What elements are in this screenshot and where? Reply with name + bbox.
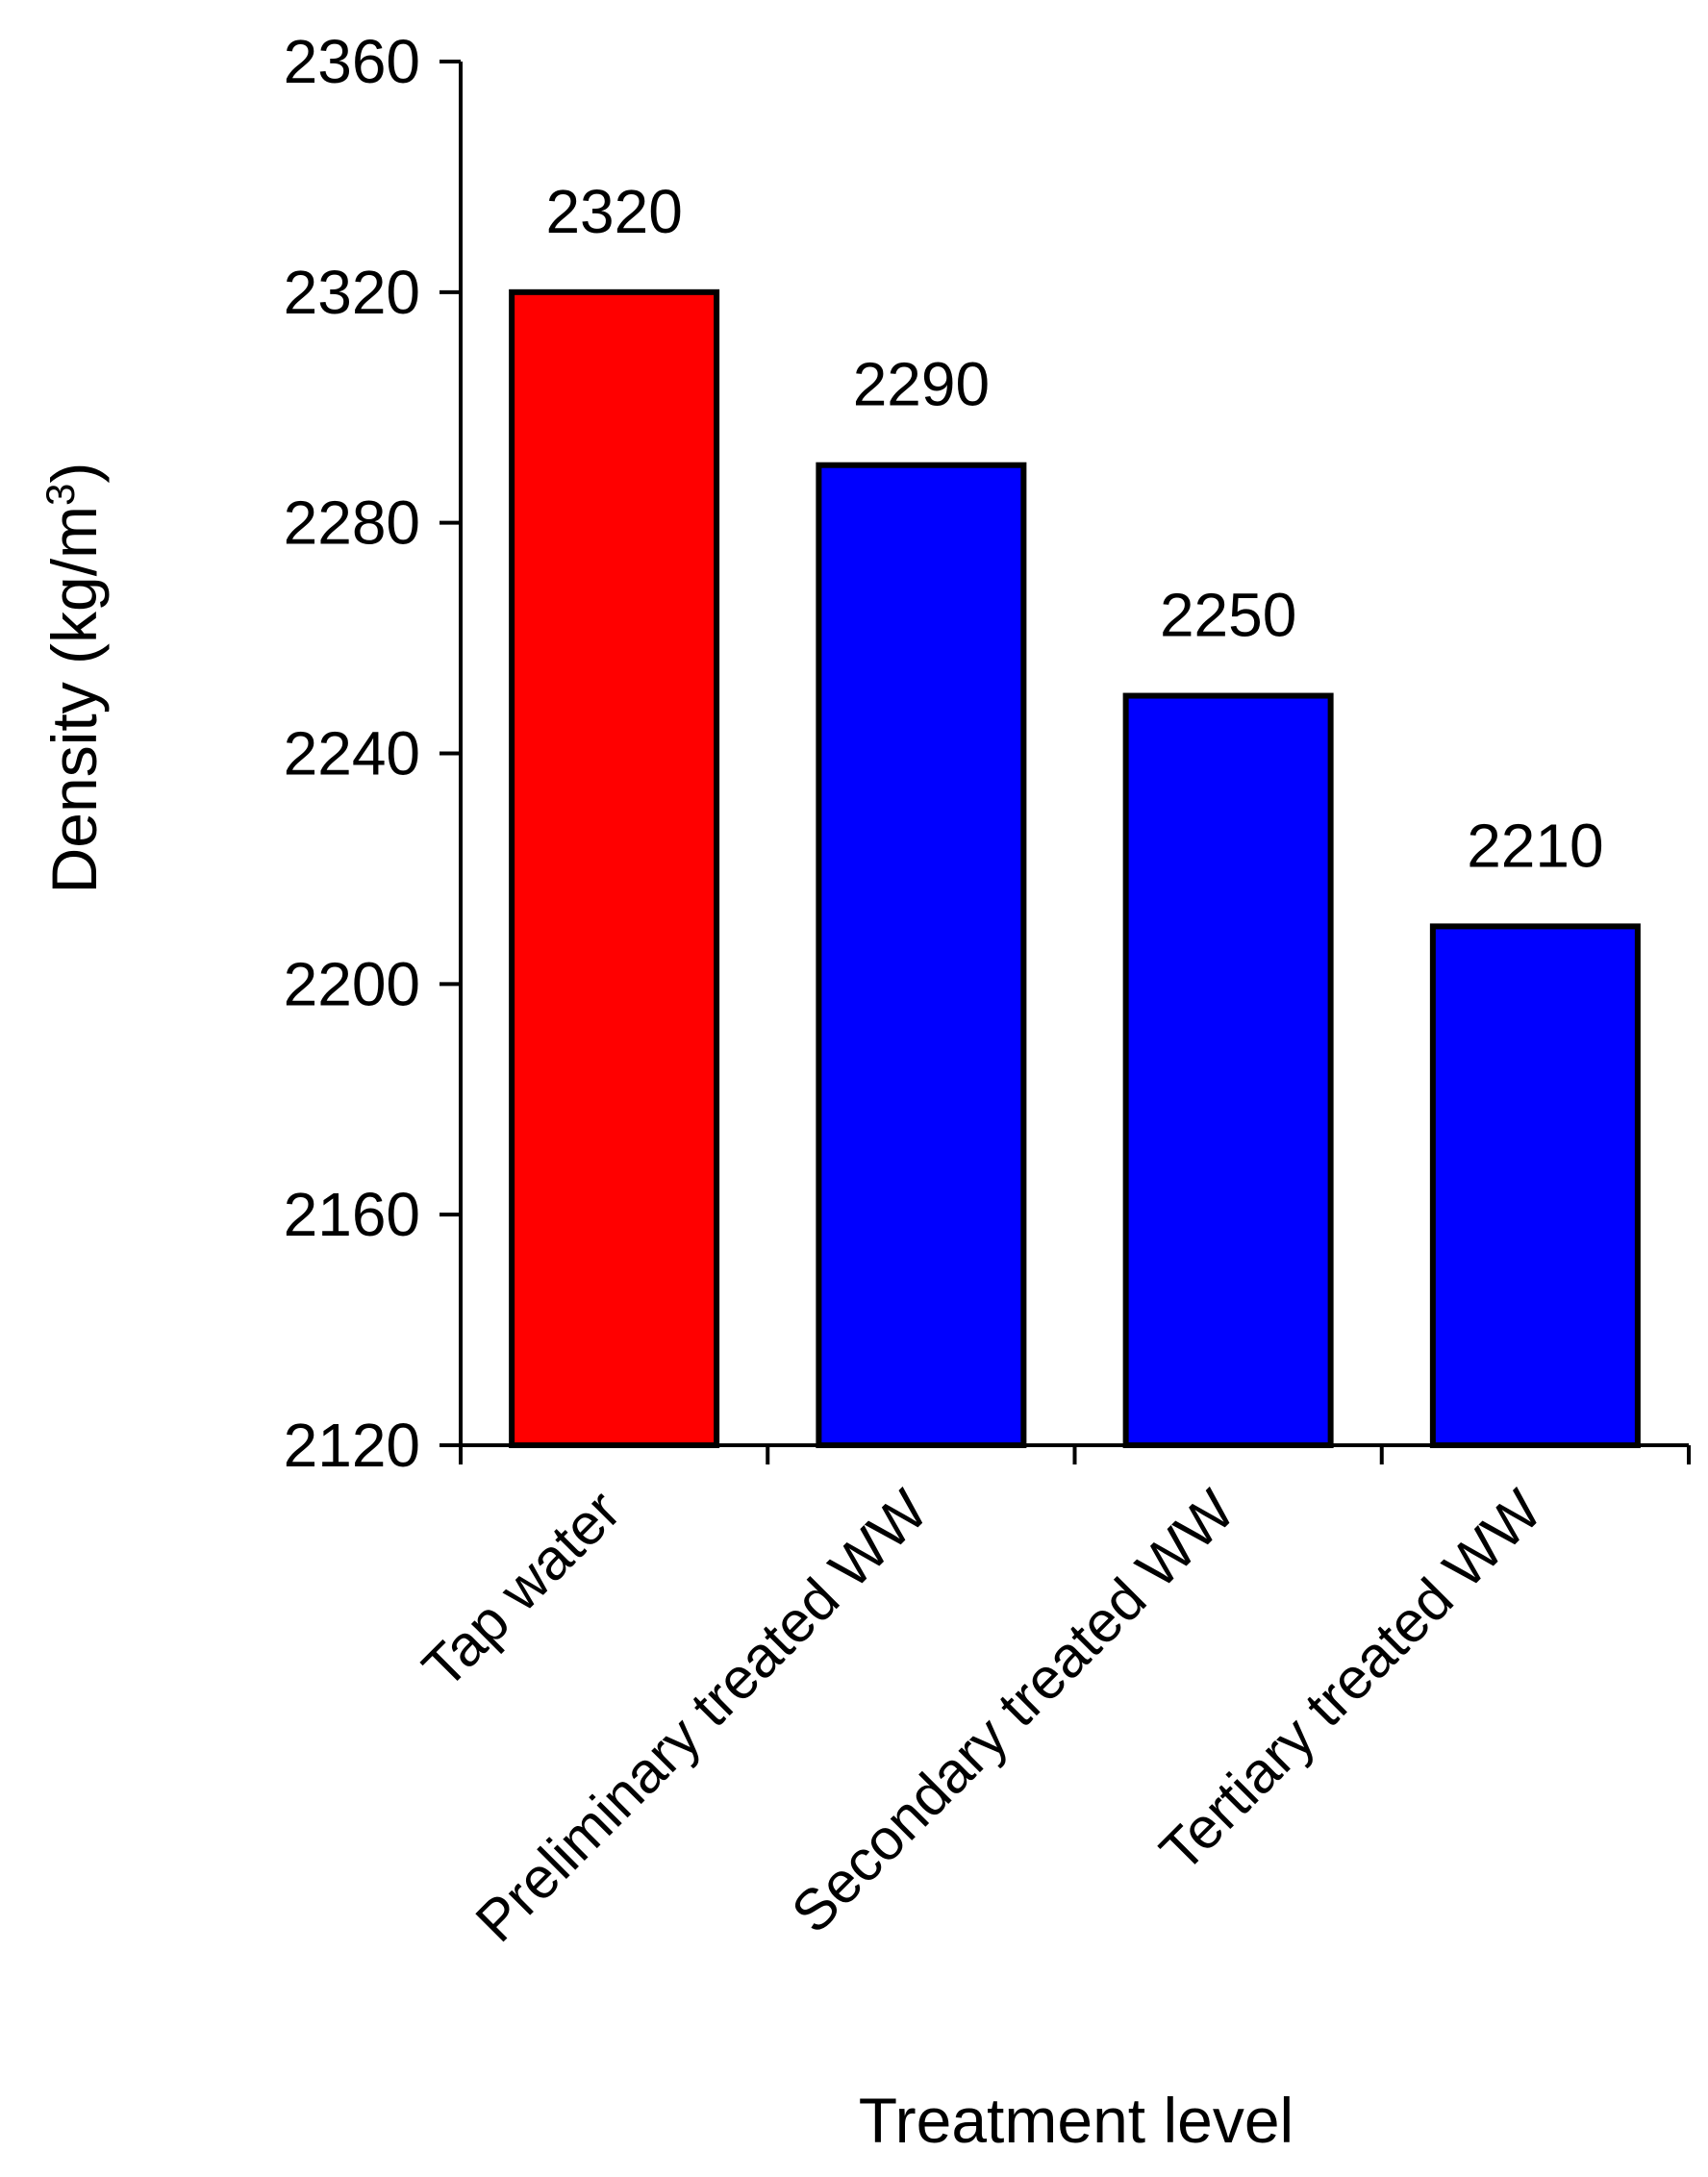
bars xyxy=(509,288,1641,1449)
y-axis-title-close: ) xyxy=(38,463,110,484)
data-label-1: 2320 xyxy=(545,177,682,246)
y-tick-label-5: 2280 xyxy=(284,488,420,558)
bar-2 xyxy=(816,462,1027,1449)
y-tick-label-4: 2240 xyxy=(284,719,420,788)
y-tick-label-3: 2200 xyxy=(284,949,420,1018)
data-label-3: 2250 xyxy=(1160,581,1296,650)
y-axis-title: Density (kg/m3) xyxy=(38,463,111,894)
data-label-2: 2290 xyxy=(853,350,990,419)
y-tick-label-6: 2320 xyxy=(284,258,420,327)
data-label-4: 2210 xyxy=(1467,811,1603,880)
y-tick-label-7: 2360 xyxy=(284,27,420,96)
y-tick-label-1: 2120 xyxy=(284,1411,420,1480)
y-axis-title-superscript: 3 xyxy=(38,484,83,506)
y-tick-label-2: 2160 xyxy=(284,1180,420,1249)
bar-4 xyxy=(1429,923,1641,1448)
x-tick-label-1: Tap water xyxy=(410,1478,632,1700)
bar-1 xyxy=(509,288,720,1448)
y-axis-title-text: Density (kg/m xyxy=(38,506,110,893)
bar-3 xyxy=(1122,692,1334,1448)
x-axis-title: Treatment level xyxy=(859,2085,1294,2156)
axes xyxy=(440,60,1691,1464)
